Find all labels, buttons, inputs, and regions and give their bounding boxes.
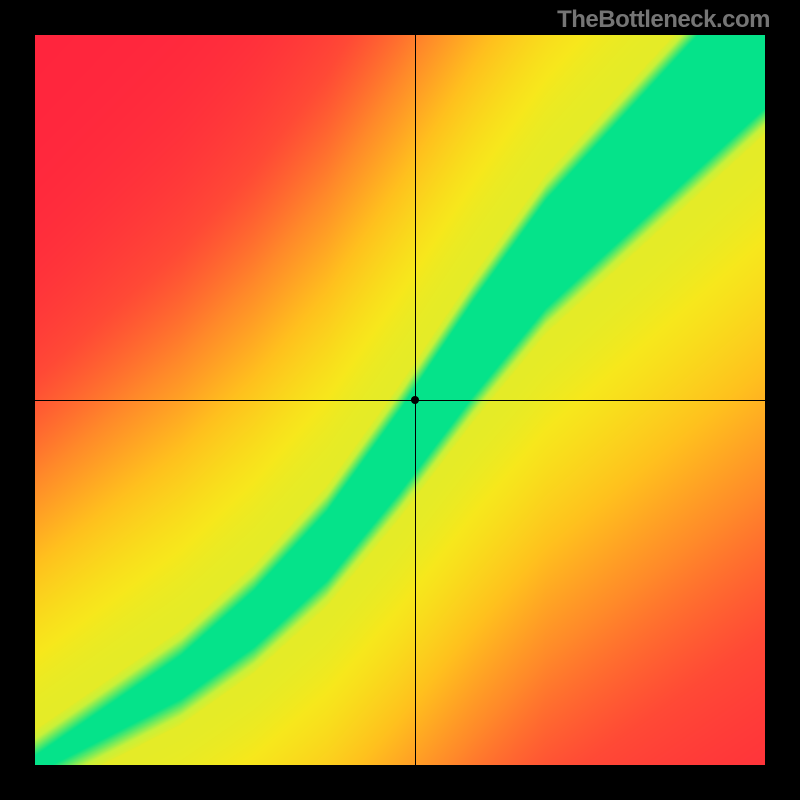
chart-container: TheBottleneck.com bbox=[0, 0, 800, 800]
crosshair-horizontal bbox=[35, 400, 765, 401]
heatmap-plot bbox=[35, 35, 765, 765]
crosshair-dot bbox=[411, 396, 419, 404]
watermark-text: TheBottleneck.com bbox=[557, 6, 770, 34]
